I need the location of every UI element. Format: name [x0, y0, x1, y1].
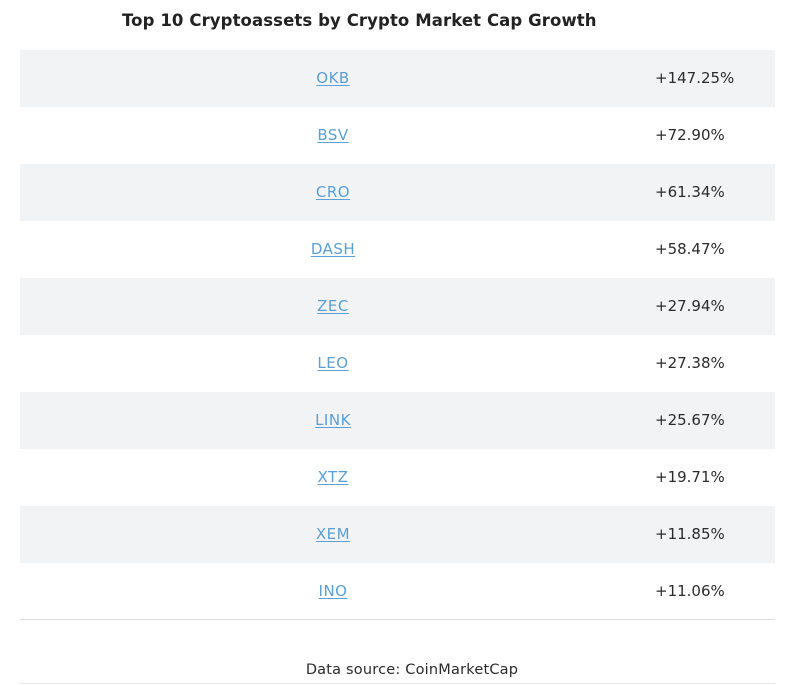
- data-source-caption: Data source: CoinMarketCap: [305, 662, 519, 678]
- coin-cell: LINK: [20, 392, 646, 449]
- table-title: Top 10 Cryptoassets by Crypto Market Cap…: [122, 11, 597, 30]
- coin-cell: OKB: [20, 50, 646, 107]
- growth-value: +58.47%: [655, 240, 725, 258]
- coin-link-zec[interactable]: ZEC: [317, 297, 349, 315]
- growth-value: +11.06%: [655, 582, 725, 600]
- coin-cell: DASH: [20, 221, 646, 278]
- coin-cell: BSV: [20, 107, 646, 164]
- table-row: XEM +11.85%: [20, 506, 775, 563]
- coin-link-leo[interactable]: LEO: [317, 354, 349, 372]
- coin-link-xem[interactable]: XEM: [315, 525, 351, 543]
- coin-link-cro[interactable]: CRO: [315, 183, 351, 201]
- table-row: ZEC +27.94%: [20, 278, 775, 335]
- growth-value: +61.34%: [655, 183, 725, 201]
- coin-cell: ZEC: [20, 278, 646, 335]
- divider: [20, 683, 775, 684]
- table-row: BSV +72.90%: [20, 107, 775, 164]
- coin-cell: CRO: [20, 164, 646, 221]
- table-row: OKB +147.25%: [20, 50, 775, 107]
- table-row: LEO +27.38%: [20, 335, 775, 392]
- coin-link-okb[interactable]: OKB: [316, 69, 350, 87]
- table-row: CRO +61.34%: [20, 164, 775, 221]
- coin-link-link[interactable]: LINK: [315, 411, 351, 429]
- growth-value: +72.90%: [655, 126, 725, 144]
- growth-value: +19.71%: [655, 468, 725, 486]
- growth-value: +27.38%: [655, 354, 725, 372]
- growth-value: +25.67%: [655, 411, 725, 429]
- coin-link-ino[interactable]: INO: [318, 582, 348, 600]
- coin-link-dash[interactable]: DASH: [310, 240, 356, 258]
- coin-cell: XTZ: [20, 449, 646, 506]
- coin-cell: LEO: [20, 335, 646, 392]
- growth-value: +11.85%: [655, 525, 725, 543]
- table-row: DASH +58.47%: [20, 221, 775, 278]
- coin-link-xtz[interactable]: XTZ: [317, 468, 349, 486]
- coin-link-bsv[interactable]: BSV: [317, 126, 349, 144]
- growth-table: OKB +147.25% BSV +72.90% CRO +61.34% DAS…: [20, 50, 775, 620]
- table-row: XTZ +19.71%: [20, 449, 775, 506]
- table-row: LINK +25.67%: [20, 392, 775, 449]
- growth-value: +147.25%: [655, 69, 735, 87]
- growth-value: +27.94%: [655, 297, 725, 315]
- coin-cell: INO: [20, 563, 646, 620]
- coin-cell: XEM: [20, 506, 646, 563]
- table-row: INO +11.06%: [20, 563, 775, 620]
